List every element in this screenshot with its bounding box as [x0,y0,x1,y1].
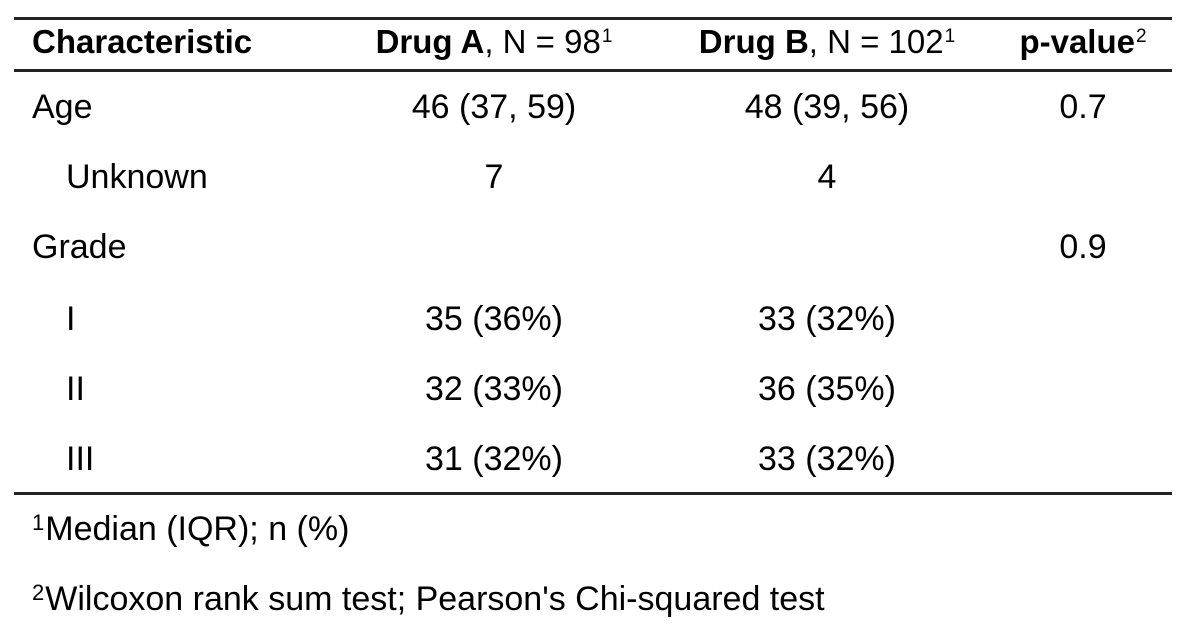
drug-a-value [344,212,644,282]
table-header-row: Characteristic Drug A, N = 98 1 Drug B, N… [14,12,1172,72]
header-p-value-footnote-marker: 2 [1135,25,1147,47]
header-drug-b-name: Drug B [698,23,809,60]
table-top-rule [14,17,1172,20]
table-row-grade: Grade 0.9 [14,212,1172,282]
header-characteristic: Characteristic [32,23,253,60]
footnote-1-text: Median (IQR); n (%) [45,510,350,548]
header-drug-a-footnote-marker: 1 [601,25,613,47]
header-drug-b: Drug B, N = 102 1 [674,12,980,72]
drug-b-value: 33 (32%) [758,439,896,478]
row-label: III [66,439,95,478]
p-value: 0.9 [1059,227,1107,266]
row-label: Grade [32,227,127,266]
drug-b-value: 33 (32%) [758,299,896,338]
header-drug-b-footnote-marker: 1 [944,25,956,47]
header-p-value-label: p-value [1019,23,1135,60]
drug-a-value: 32 (33%) [425,369,563,408]
footnote-1: 1Median (IQR); n (%) [32,510,349,549]
footnote-2: 2Wilcoxon rank sum test; Pearson's Chi-s… [32,580,825,619]
table-row-grade-ii: II 32 (33%) 36 (35%) [14,354,1172,424]
footnote-2-marker: 2 [32,580,45,605]
table-row-grade-i: I 35 (36%) 33 (32%) [14,284,1172,354]
table-bottom-rule [14,492,1172,495]
header-p-value: p-value 2 [1008,12,1158,72]
p-value [1008,142,1158,212]
footnote-1-marker: 1 [32,510,45,535]
header-drug-a-n: , N = 98 [484,23,601,60]
p-value [1008,424,1158,494]
row-label: II [66,369,85,408]
header-drug-a-name: Drug A [375,23,485,60]
header-drug-a: Drug A, N = 98 1 [344,12,644,72]
drug-b-value: 48 (39, 56) [744,87,910,126]
header-drug-b-n: , N = 102 [808,23,944,60]
p-value: 0.7 [1059,87,1107,126]
p-value [1008,354,1158,424]
table-header-rule [14,69,1172,72]
drug-b-value: 36 (35%) [758,369,896,408]
table-row-grade-iii: III 31 (32%) 33 (32%) [14,424,1172,494]
table-row-age: Age 46 (37, 59) 48 (39, 56) 0.7 [14,72,1172,142]
drug-a-value: 46 (37, 59) [411,87,577,126]
drug-a-value: 7 [484,157,504,196]
drug-a-value: 35 (36%) [425,299,563,338]
row-label: I [66,299,76,338]
table-row-unknown: Unknown 7 4 [14,142,1172,212]
footnote-2-text: Wilcoxon rank sum test; Pearson's Chi-sq… [45,580,825,618]
row-label: Age [32,87,93,126]
drug-b-value: 4 [817,157,837,196]
drug-a-value: 31 (32%) [425,439,563,478]
p-value [1008,284,1158,354]
row-label: Unknown [66,157,208,196]
drug-b-value [674,212,980,282]
